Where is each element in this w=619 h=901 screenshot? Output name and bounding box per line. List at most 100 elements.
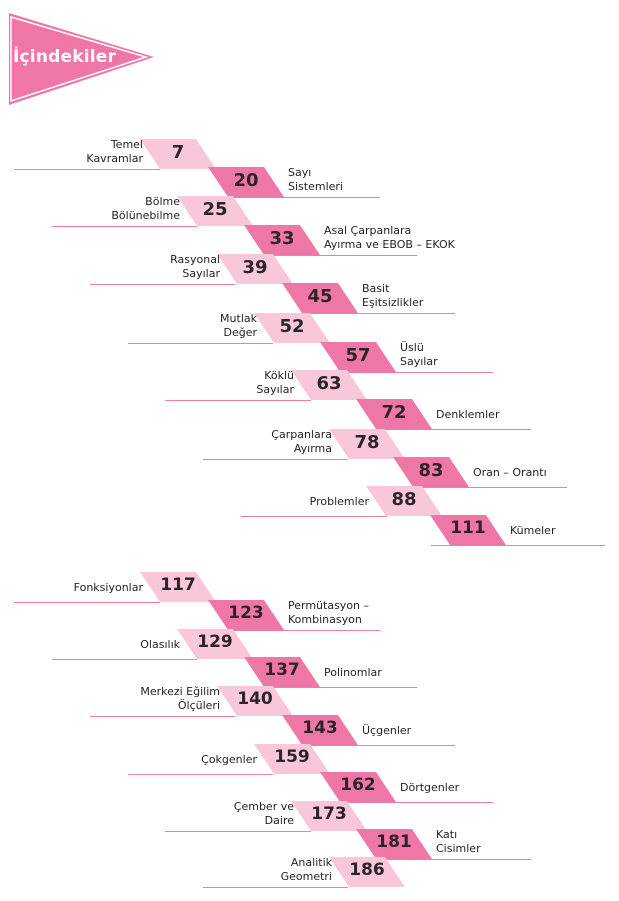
page-number: 45 [307,286,333,307]
page-number: 140 [237,689,273,709]
toc-rule [357,859,531,860]
chapter-title-line: Üçgenler [362,724,412,737]
page-number: 111 [450,518,486,538]
page-number: 143 [302,718,338,738]
chapter-title: Basit Eşitsizlikler [362,282,423,310]
toc-rule [128,343,273,344]
page-number: 7 [171,142,185,163]
page-badge-shape [177,629,253,659]
chapter-title-line: Fonksiyonlar [73,581,143,594]
page-badge-shape [356,399,432,429]
toc-rule [165,400,311,401]
chapter-title: Oran – Orantı [473,466,547,480]
toc-entry[interactable]: 181 Katı Cisimler [0,828,619,873]
page-number-badge: 72 [356,399,432,429]
page-number: 186 [349,860,385,880]
toc-entry[interactable]: 83 Oran – Orantı [0,457,619,501]
chapter-title-line: Sistemleri [288,180,343,193]
toc-rule [321,802,493,803]
page-badge-shape [329,429,405,459]
toc-entry[interactable]: 39 Rasyonal Sayılar [0,253,619,298]
chapter-title-line: Değer [223,326,257,339]
page-number: 78 [354,432,380,453]
chapter-title-line: Bölme [145,195,180,208]
page-number: 52 [279,316,305,337]
chapter-title: Polinomlar [324,666,382,680]
toc-entry[interactable]: 140 Merkezi Eğilim Ölçüleri [0,685,619,730]
page-number-badge: 117 [140,572,216,602]
toc-entry[interactable]: 88 Problemler [0,486,619,530]
page-badge-shape [140,139,216,169]
page-number: 57 [345,345,371,366]
page-number-badge: 63 [291,370,367,400]
toc-entry[interactable]: 137 Polinomlar [0,657,619,701]
page-badge-shape [208,600,284,630]
chapter-title: Problemler [310,495,369,509]
toc-rule [209,630,380,631]
toc-entry[interactable]: 117 Fonksiyonlar [0,572,619,616]
chapter-title-line: Olasılık [140,638,180,651]
page-number-badge: 83 [393,457,469,487]
toc-entry[interactable]: 123 Permütasyon – Kombinasyon [0,599,619,644]
chapter-title-line: Kümeler [510,524,556,537]
toc-entry[interactable]: 57 Üslü Sayılar [0,341,619,386]
toc-rule [283,745,455,746]
chapter-title-line: Kavramlar [86,152,143,165]
page-badge-shape [254,744,330,774]
chapter-title-line: Sayılar [182,267,220,280]
toc-rule [14,169,160,170]
chapter-title-line: Daire [264,814,294,827]
page-number: 88 [391,489,417,510]
chapter-title: Olasılık [140,638,180,652]
toc-rule [283,313,455,314]
page-number: 83 [418,460,444,481]
toc-entry[interactable]: 173 Çember ve Daire [0,800,619,845]
toc-rule [321,372,493,373]
toc-entry[interactable]: 159 Çokgenler [0,744,619,788]
toc-entry[interactable]: 45 Basit Eşitsizlikler [0,282,619,327]
page-number-badge: 78 [329,429,405,459]
chapter-title-line: Rasyonal [170,253,220,266]
toc-entry[interactable]: 33 Asal Çarpanlara Ayırma ve EBOB – EKOK [0,224,619,269]
toc-rule [128,774,273,775]
chapter-title-line: Denklemler [436,408,500,421]
chapter-title-line: Kombinasyon [288,613,362,626]
chapter-title-line: Mutlak [220,312,257,325]
chapter-title: Denklemler [436,408,499,422]
chapter-title-line: Ayırma [293,442,332,455]
toc-entry[interactable]: 129 Olasılık [0,629,619,673]
chapter-title: Merkezi Eğilim Ölçüleri [140,685,220,713]
toc-entry[interactable]: 52 Mutlak Değer [0,312,619,357]
toc-entry[interactable]: 20 Sayı Sistemleri [0,166,619,211]
page-number-badge: 181 [356,829,432,859]
page-number: 123 [228,603,264,623]
page-number-badge: 88 [366,486,442,516]
toc-entry[interactable]: 72 Denklemler [0,399,619,443]
chapter-title-line: Oran – Orantı [473,466,547,479]
toc-entry[interactable]: 186 Analitik Geometri [0,856,619,901]
toc-rule [203,887,348,888]
toc-entry[interactable]: 143 Üçgenler [0,715,619,759]
toc-entry[interactable]: 162 Dörtgenler [0,772,619,816]
toc-entry[interactable]: 78 Çarpanlara Ayırma [0,428,619,473]
toc-entry[interactable]: 63 Köklü Sayılar [0,369,619,414]
chapter-title-line: Sayı [288,166,312,179]
page-badge-shape [282,283,358,313]
chapter-title-line: Cisimler [436,842,481,855]
page-number-badge: 7 [140,139,216,169]
chapter-title-line: Üslü [400,341,424,354]
page-number: 181 [376,832,412,852]
page-badge-shape [329,857,405,887]
toc-entry[interactable]: 7 Temel Kavramlar [0,138,619,183]
toc-entry[interactable]: 25 Bölme Bölünebilme [0,195,619,240]
chapter-title: Dörtgenler [400,781,459,795]
toc-entry[interactable]: 111 Kümeler [0,515,619,559]
toc-rule [165,831,311,832]
page-badge-shape [254,313,330,343]
page-number-badge: 111 [430,515,506,545]
chapter-title-line: Sayılar [256,383,294,396]
toc-rule [245,687,417,688]
chapter-title-line: Çokgenler [201,753,257,766]
page-number: 20 [233,170,259,191]
chapter-title-line: Sayılar [400,355,438,368]
